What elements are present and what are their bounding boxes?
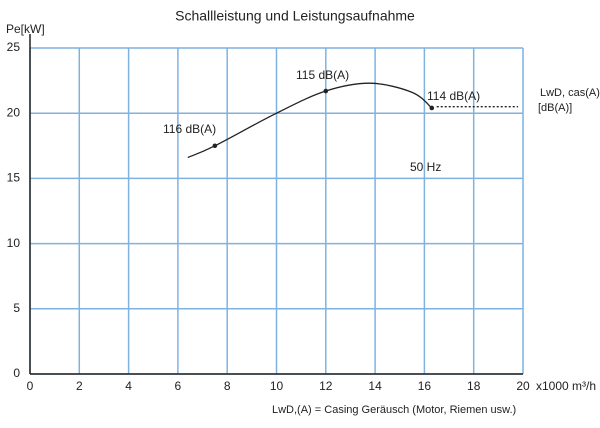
x-tick-label: 10: [270, 379, 284, 393]
footnote: LwD,(A) = Casing Geräusch (Motor, Riemen…: [272, 404, 516, 416]
y-tick-label: 5: [13, 301, 20, 315]
x-tick-label: 0: [27, 379, 34, 393]
x-tick-label: 6: [175, 379, 182, 393]
x-tick-label: 18: [467, 379, 481, 393]
x-axis-label: x1000 m³/h: [536, 379, 596, 393]
y-tick-label: 25: [7, 40, 21, 54]
annotation: [dB(A)]: [538, 102, 572, 114]
x-tick-label: 20: [516, 379, 530, 393]
y-tick-label: 10: [7, 236, 21, 250]
x-tick-label: 16: [418, 379, 432, 393]
annotation: 50 Hz: [410, 160, 441, 174]
chart-title: Schallleistung und Leistungsaufnahme: [175, 8, 415, 24]
line: [187, 82, 433, 159]
x-tick-label: 14: [368, 379, 382, 393]
x-tick-label: 4: [125, 379, 132, 393]
point: [429, 105, 435, 111]
annotation: LwD, cas(A): [540, 87, 600, 99]
point: [212, 143, 218, 149]
y-axis-label: Pe[kW]: [6, 22, 45, 36]
point: [323, 88, 329, 94]
x-tick-label: 2: [76, 379, 83, 393]
annotation: 115 dB(A): [296, 68, 349, 82]
x-tick-label: 8: [224, 379, 231, 393]
y-tick-label: 0: [13, 366, 20, 380]
annotation: 116 dB(A): [163, 122, 216, 136]
y-tick-label: 20: [7, 105, 21, 119]
y-tick-label: 15: [7, 171, 21, 185]
x-tick-label: 12: [319, 379, 333, 393]
annotation: 114 dB(A): [427, 89, 480, 103]
